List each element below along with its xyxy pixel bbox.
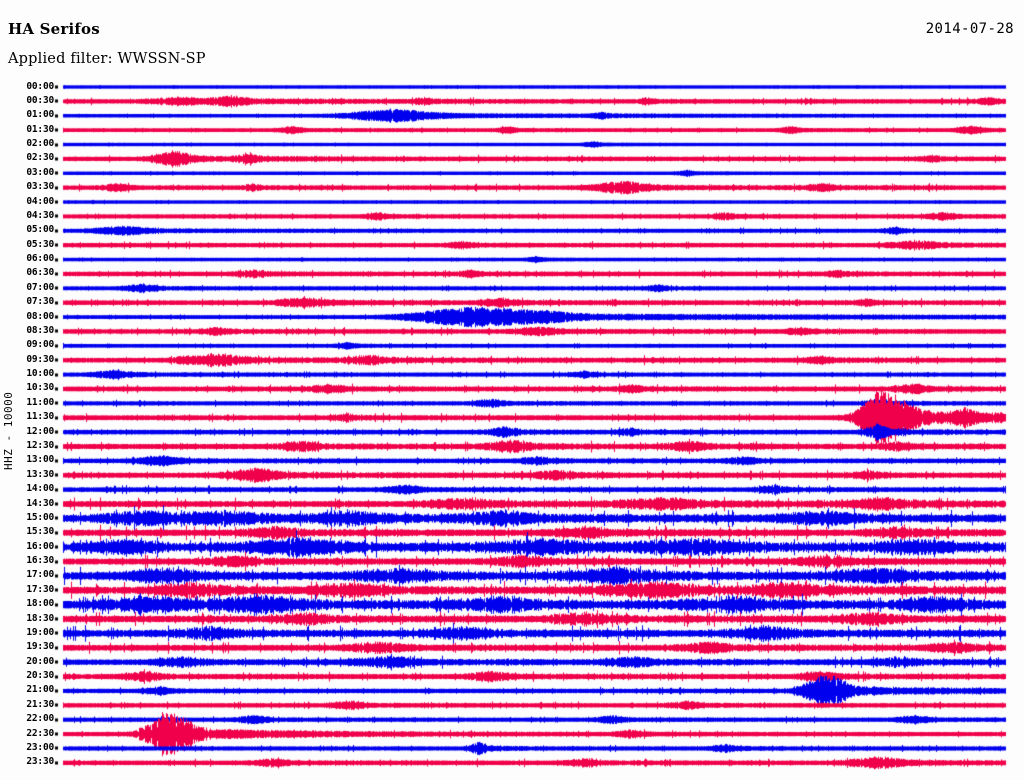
time-label: 13:30 xyxy=(26,468,54,480)
time-label: 04:30 xyxy=(26,209,54,221)
time-label: 12:30 xyxy=(26,440,54,451)
time-label: 19:30 xyxy=(26,641,54,653)
time-label: 14:30 xyxy=(26,497,54,509)
time-label: 16:00 xyxy=(26,540,54,552)
time-label: 03:00 xyxy=(26,166,54,178)
time-label: 15:30 xyxy=(26,526,54,538)
time-label: 00:00 xyxy=(26,80,54,92)
time-label: 18:00 xyxy=(26,598,54,610)
time-axis: 00:00 00:30 01:00 01:30 02:00 02:30 03:00 03:30… xyxy=(0,0,62,780)
time-label: 19:00 xyxy=(26,626,54,638)
time-label: 12:00 xyxy=(26,425,54,437)
time-label: 05:30 xyxy=(26,238,54,250)
time-label: 10:00 xyxy=(26,368,54,380)
time-label: 10:30 xyxy=(26,382,54,394)
time-label: 03:30 xyxy=(26,181,54,193)
time-label: 09:00 xyxy=(26,339,54,351)
time-label: 06:00 xyxy=(26,253,54,265)
time-label: 22:30 xyxy=(26,727,54,739)
time-label: 02:30 xyxy=(26,152,54,164)
time-label: 17:30 xyxy=(26,583,54,595)
time-label: 02:00 xyxy=(26,138,54,150)
time-label: 22:00 xyxy=(26,713,54,725)
time-label: 13:00 xyxy=(26,454,54,466)
time-label: 00:30 xyxy=(26,94,54,106)
time-label: 11:30 xyxy=(26,411,54,423)
time-label: 21:30 xyxy=(26,698,54,710)
time-label: 18:30 xyxy=(26,612,54,624)
time-label: 23:00 xyxy=(26,741,54,753)
time-label: 08:00 xyxy=(26,310,54,322)
time-label: 16:30 xyxy=(26,555,54,567)
time-label: 09:30 xyxy=(26,353,54,365)
time-label: 21:00 xyxy=(26,684,54,696)
time-label: 07:00 xyxy=(26,281,54,293)
time-label: 15:00 xyxy=(26,511,54,523)
time-label: 11:00 xyxy=(26,396,54,408)
time-label: 01:00 xyxy=(26,109,54,121)
time-label: 20:00 xyxy=(26,655,54,667)
time-label: 17:00 xyxy=(26,569,54,581)
time-label: 14:00 xyxy=(26,483,54,495)
time-label: 07:30 xyxy=(26,296,54,308)
time-label: 05:00 xyxy=(26,224,54,236)
time-label: 04:00 xyxy=(26,195,54,207)
time-label: 08:30 xyxy=(26,324,54,336)
time-label: 23:30 xyxy=(26,756,54,768)
time-label: 01:30 xyxy=(26,123,54,135)
time-label: 06:30 xyxy=(26,267,54,279)
time-label: 20:30 xyxy=(26,670,54,682)
